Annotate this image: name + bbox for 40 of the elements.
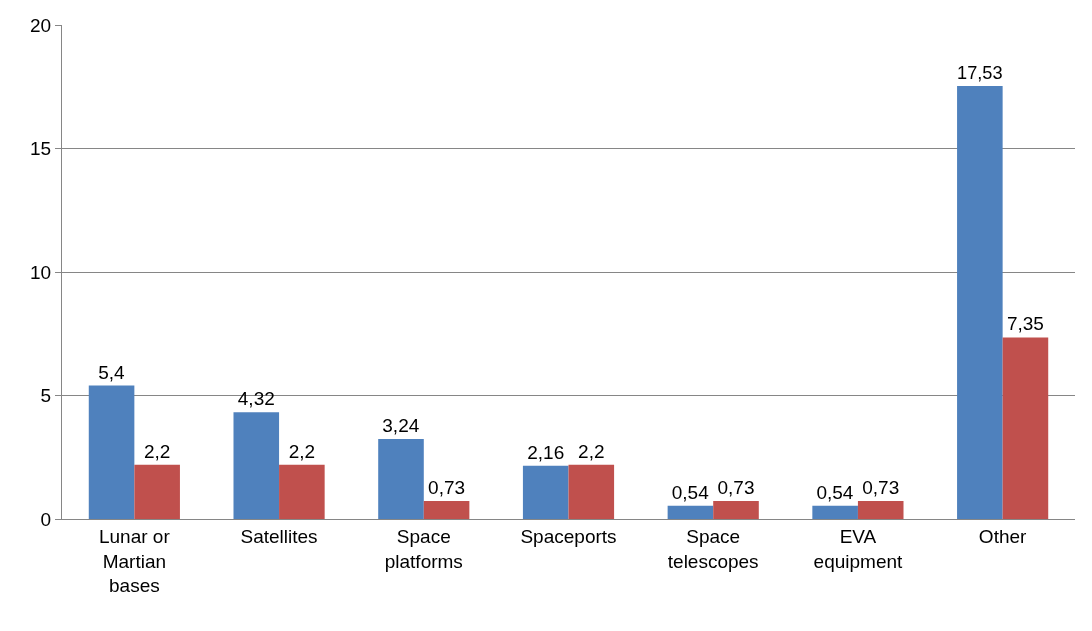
bar [857, 500, 904, 519]
bar [88, 385, 135, 519]
x-tick-label: Lunar or Martian bases [98, 525, 171, 597]
x-tick-label: EVA equipment [813, 525, 904, 572]
bar [522, 465, 569, 519]
y-tick-label: 20 [30, 14, 52, 36]
bar [134, 464, 180, 519]
x-tick-label: Spaceports [520, 525, 617, 547]
bar [1002, 337, 1049, 519]
x-tick-label: Space platforms [384, 525, 463, 572]
bar [423, 500, 470, 519]
data-label: 4,32 [237, 388, 275, 410]
data-label: 2,2 [143, 440, 171, 462]
data-label: 0,73 [717, 476, 755, 498]
data-label: 17,53 [957, 63, 1003, 84]
y-tick-label: 15 [30, 138, 52, 160]
y-tick-label: 5 [40, 385, 52, 407]
data-label: 5,4 [98, 361, 125, 383]
x-tick-label: Satellites [240, 525, 318, 547]
y-tick-label: 0 [40, 508, 52, 530]
bar [233, 412, 280, 519]
bar [378, 438, 424, 519]
bar [568, 464, 615, 519]
data-label: 2,16 [527, 441, 565, 463]
bar [713, 500, 759, 519]
data-label: 2,2 [578, 440, 605, 462]
data-label: 0,54 [816, 481, 854, 503]
data-label: 0,54 [671, 481, 710, 503]
bar [279, 464, 325, 519]
y-tick-label: 10 [30, 261, 52, 283]
x-tick-label: Other [978, 525, 1028, 547]
data-label: 2,2 [288, 440, 316, 462]
bar [957, 86, 1003, 519]
data-label: 0,73 [862, 476, 900, 498]
x-tick-label: Space telescopes [667, 525, 759, 572]
bar [667, 505, 714, 519]
data-label: 7,35 [1006, 313, 1044, 335]
data-label: 3,24 [382, 414, 420, 436]
bar [812, 505, 858, 519]
data-label: 0,73 [428, 476, 466, 498]
